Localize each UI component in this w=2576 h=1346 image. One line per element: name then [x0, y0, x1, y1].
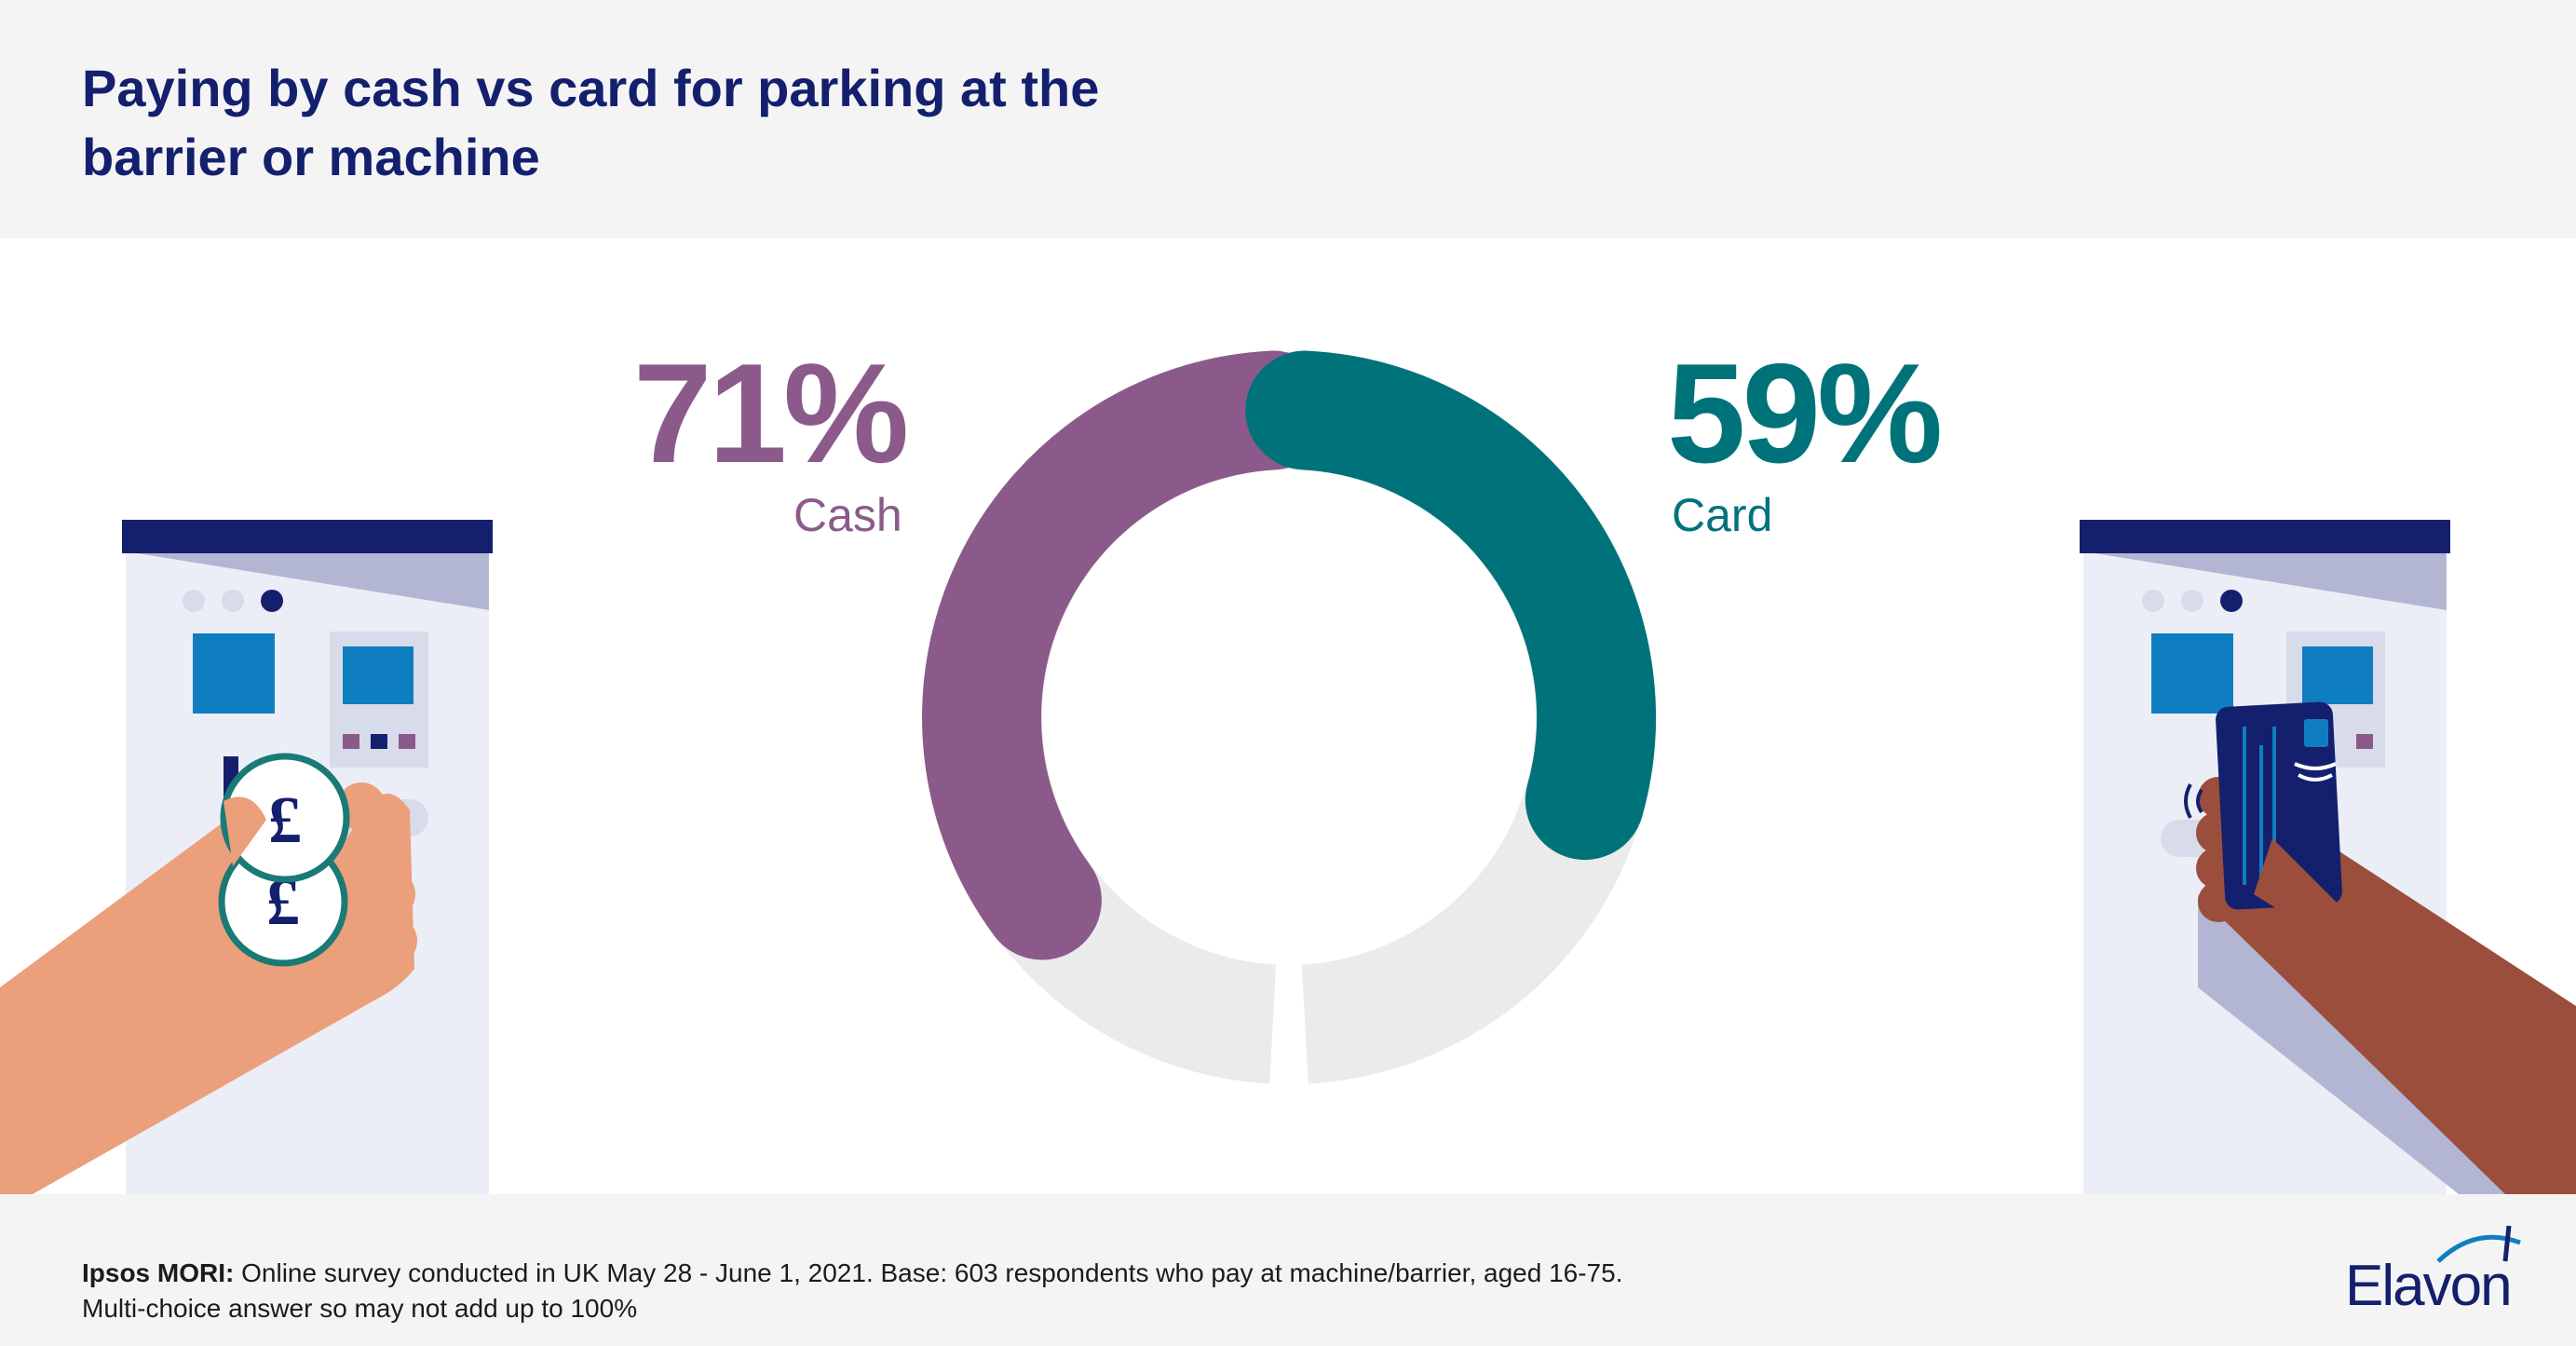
source-name: Ipsos MORI: [82, 1258, 235, 1287]
svg-text:£: £ [268, 782, 302, 857]
card-arc [1245, 350, 1657, 861]
chart-title: Paying by cash vs card for parking at th… [82, 54, 1386, 192]
title-line-2: barrier or machine [82, 128, 540, 186]
footer-band [0, 1194, 2576, 1346]
contactless-card-icon [2184, 701, 2347, 924]
elavon-swoosh-icon [2436, 1225, 2521, 1263]
multi-choice-note: Multi-choice answer so may not add up to… [82, 1294, 638, 1323]
elavon-logo-text: Elavon [2345, 1254, 2513, 1318]
elavon-logo: Elavon [2345, 1217, 2541, 1328]
card-percentage: 59% [1667, 334, 1943, 493]
cash-percentage: 71% [633, 334, 909, 493]
cash-arc [922, 350, 1333, 960]
cash-label: Cash [793, 489, 902, 541]
donut-chart [922, 350, 1657, 1084]
source-note: Ipsos MORI: Online survey conducted in U… [82, 1256, 2131, 1326]
source-text: Online survey conducted in UK May 28 - J… [234, 1258, 1623, 1287]
pound-coin-icon: £ £ [218, 753, 350, 967]
card-label: Card [1672, 489, 1773, 541]
header-band: Paying by cash vs card for parking at th… [0, 0, 2576, 238]
title-line-1: Paying by cash vs card for parking at th… [82, 59, 1100, 117]
